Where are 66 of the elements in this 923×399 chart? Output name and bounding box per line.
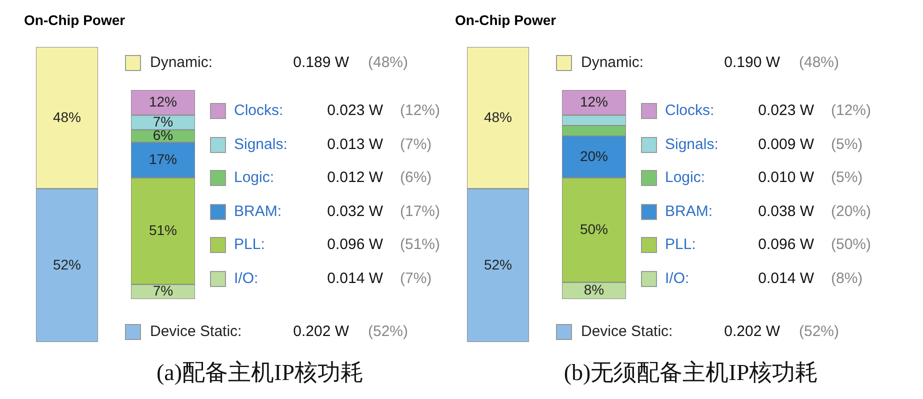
legend-label: Dynamic:	[581, 54, 644, 72]
text: (52%)	[368, 323, 408, 341]
text: 0.010 W	[758, 169, 814, 188]
chart-title: On-Chip Power	[455, 11, 556, 29]
text: 0.190 W	[724, 54, 780, 72]
text: 0.038 W	[758, 202, 814, 221]
text: (8%)	[831, 270, 863, 288]
text: 0.032 W	[327, 202, 383, 221]
text: (5%)	[831, 136, 863, 154]
text: 0.202 W	[293, 323, 349, 341]
legend-label: I/O:	[234, 270, 258, 288]
text: 0.013 W	[327, 136, 383, 154]
data-label: 20%	[580, 148, 608, 164]
text: (48%)	[799, 54, 840, 72]
text: (52%)	[799, 323, 840, 341]
legend-label: Clocks:	[665, 102, 714, 120]
text: 0.189 W	[293, 54, 349, 72]
data-label: 51%	[148, 222, 178, 238]
data-label: 7%	[152, 282, 174, 299]
legend-label: BRAM:	[234, 202, 282, 221]
text: (48%)	[368, 54, 408, 72]
legend-label: BRAM:	[665, 202, 713, 221]
legend-label: PLL:	[665, 236, 696, 254]
legend-label: Logic:	[234, 169, 274, 188]
text: 0.014 W	[758, 270, 814, 288]
text: 0.012 W	[327, 169, 383, 188]
data-label: 12%	[148, 94, 178, 110]
text: 0.014 W	[327, 270, 383, 288]
text: (51%)	[400, 236, 440, 254]
text: (20%)	[831, 202, 872, 221]
data-label: 48%	[484, 108, 512, 125]
text: (50%)	[831, 236, 872, 254]
data-label: 52%	[484, 256, 512, 272]
text: 0.096 W	[758, 236, 814, 254]
text: 0.023 W	[327, 102, 383, 120]
text: 0.096 W	[327, 236, 383, 254]
legend-label: Signals:	[234, 136, 288, 154]
text: 0.202 W	[724, 323, 780, 341]
text: 0.023 W	[758, 102, 814, 120]
text: (5%)	[831, 169, 863, 188]
data-label: 12%	[580, 94, 608, 110]
legend-label: PLL:	[234, 236, 265, 254]
legend-label: I/O:	[665, 270, 690, 288]
text: (a)配备主机IP核功耗	[156, 360, 364, 386]
data-label: 48%	[52, 108, 82, 125]
legend-label: Device Static:	[150, 323, 242, 341]
legend-label: Dynamic:	[150, 54, 213, 72]
text: (17%)	[400, 202, 440, 221]
legend-label: Clocks:	[234, 102, 284, 120]
text: (12%)	[400, 102, 440, 120]
legend-label: Signals:	[665, 136, 718, 154]
legend-label: Device Static:	[581, 323, 673, 341]
chart-title: On-Chip Power	[24, 11, 126, 29]
text: (7%)	[400, 136, 432, 154]
text: 0.009 W	[758, 136, 814, 154]
data-label: 52%	[52, 256, 82, 272]
data-label: 6%	[152, 126, 174, 143]
legend-label: Logic:	[665, 169, 706, 188]
data-label: 7%	[152, 113, 174, 130]
text: (6%)	[400, 169, 432, 188]
text: (12%)	[831, 102, 872, 120]
text: (b)无须配备主机IP核功耗	[564, 360, 818, 386]
text: (7%)	[400, 270, 432, 288]
data-label: 17%	[148, 151, 178, 168]
data-label: 50%	[580, 221, 608, 238]
data-label: 8%	[584, 282, 604, 298]
